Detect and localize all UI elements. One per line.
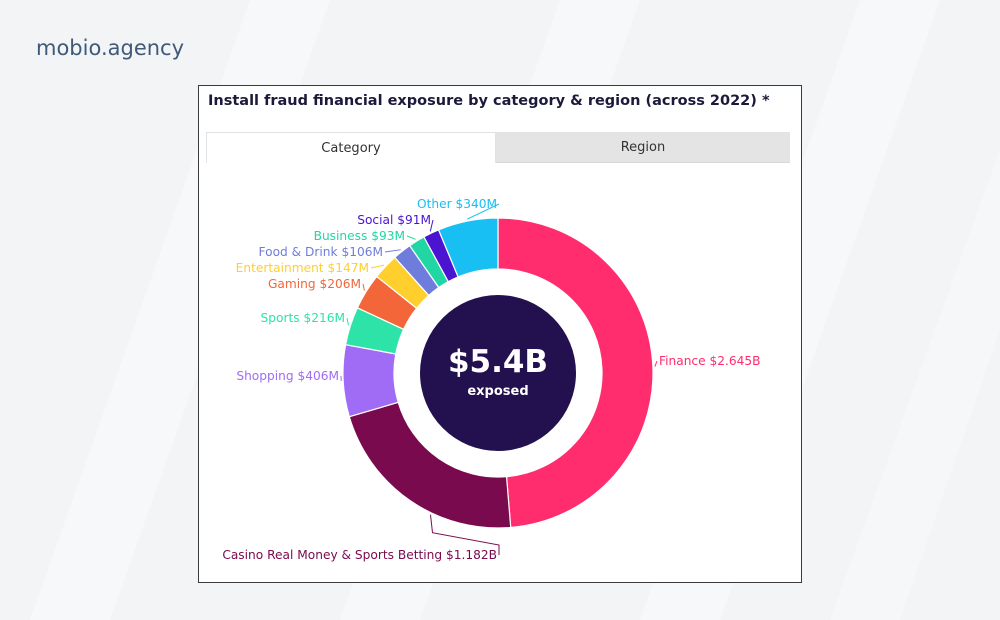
slice-label-social: Social $91M: [357, 213, 431, 227]
donut-chart: $5.4B exposed Finance $2.645B Casino Real M…: [222, 197, 761, 562]
slice-label-entertainment: Entertainment $147M: [236, 261, 369, 275]
tab-region[interactable]: Region: [496, 132, 790, 163]
slice-label-sports: Sports $216M: [261, 311, 345, 325]
leader-line-finance: [654, 360, 658, 367]
center-total-value: $5.4B: [448, 344, 548, 380]
leader-line-gaming: [362, 283, 365, 291]
tab-category[interactable]: Category: [206, 132, 496, 163]
brand-logo-text: mobio.agency: [36, 36, 185, 60]
leader-line-sports: [346, 317, 349, 326]
leader-line-casino-real-money-sports-betting: [430, 514, 500, 555]
leader-line-business: [406, 235, 416, 240]
leader-line-food-drink: [384, 249, 401, 253]
slice-label-gaming: Gaming $206M: [268, 277, 361, 291]
leader-line-social: [429, 219, 434, 232]
leader-line-other: [467, 203, 500, 220]
leader-line-entertainment: [370, 264, 384, 269]
slice-label-business: Business $93M: [314, 229, 405, 243]
slice-label-finance: Finance $2.645B: [659, 354, 761, 368]
slice-other[interactable]: [437, 217, 499, 278]
chart-title: Install fraud financial exposure by cate…: [208, 93, 770, 109]
chart-card: Install fraud financial exposure by cate…: [198, 85, 802, 583]
slice-finance[interactable]: [497, 217, 654, 529]
center-circle: [420, 295, 576, 451]
slice-label-food-drink: Food & Drink $106M: [259, 245, 383, 259]
tab-bar: Category Region: [206, 132, 790, 163]
slice-label-other: Other $340M: [417, 197, 497, 211]
center-label: exposed: [467, 384, 528, 399]
slice-label-shopping: Shopping $406M: [236, 369, 339, 383]
slice-label-casino-real-money-sports-betting: Casino Real Money & Sports Betting $1.18…: [222, 548, 497, 562]
